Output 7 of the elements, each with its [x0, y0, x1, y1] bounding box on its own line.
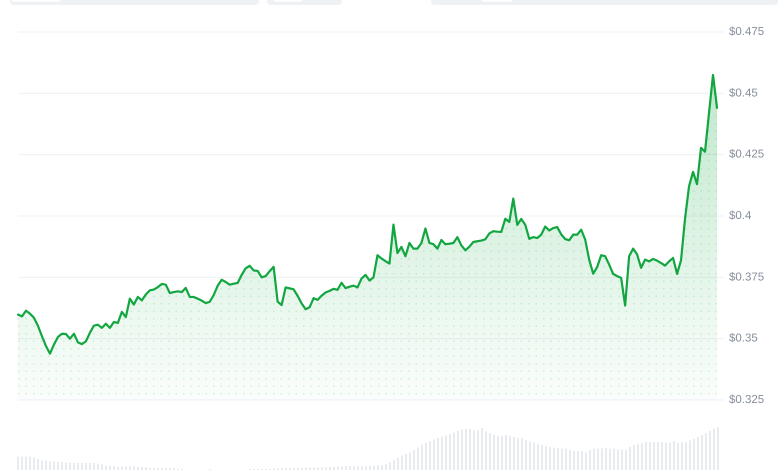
y-tick-label: $0.325: [729, 394, 764, 406]
y-tick-label: $0.45: [729, 87, 758, 100]
y-tick-label: $0.475: [729, 26, 764, 38]
y-tick-label: $0.375: [729, 271, 764, 284]
y-tick-label: $0.35: [729, 332, 758, 345]
y-tick-label: $0.4: [729, 210, 752, 222]
y-tick-label: $0.425: [729, 148, 764, 161]
